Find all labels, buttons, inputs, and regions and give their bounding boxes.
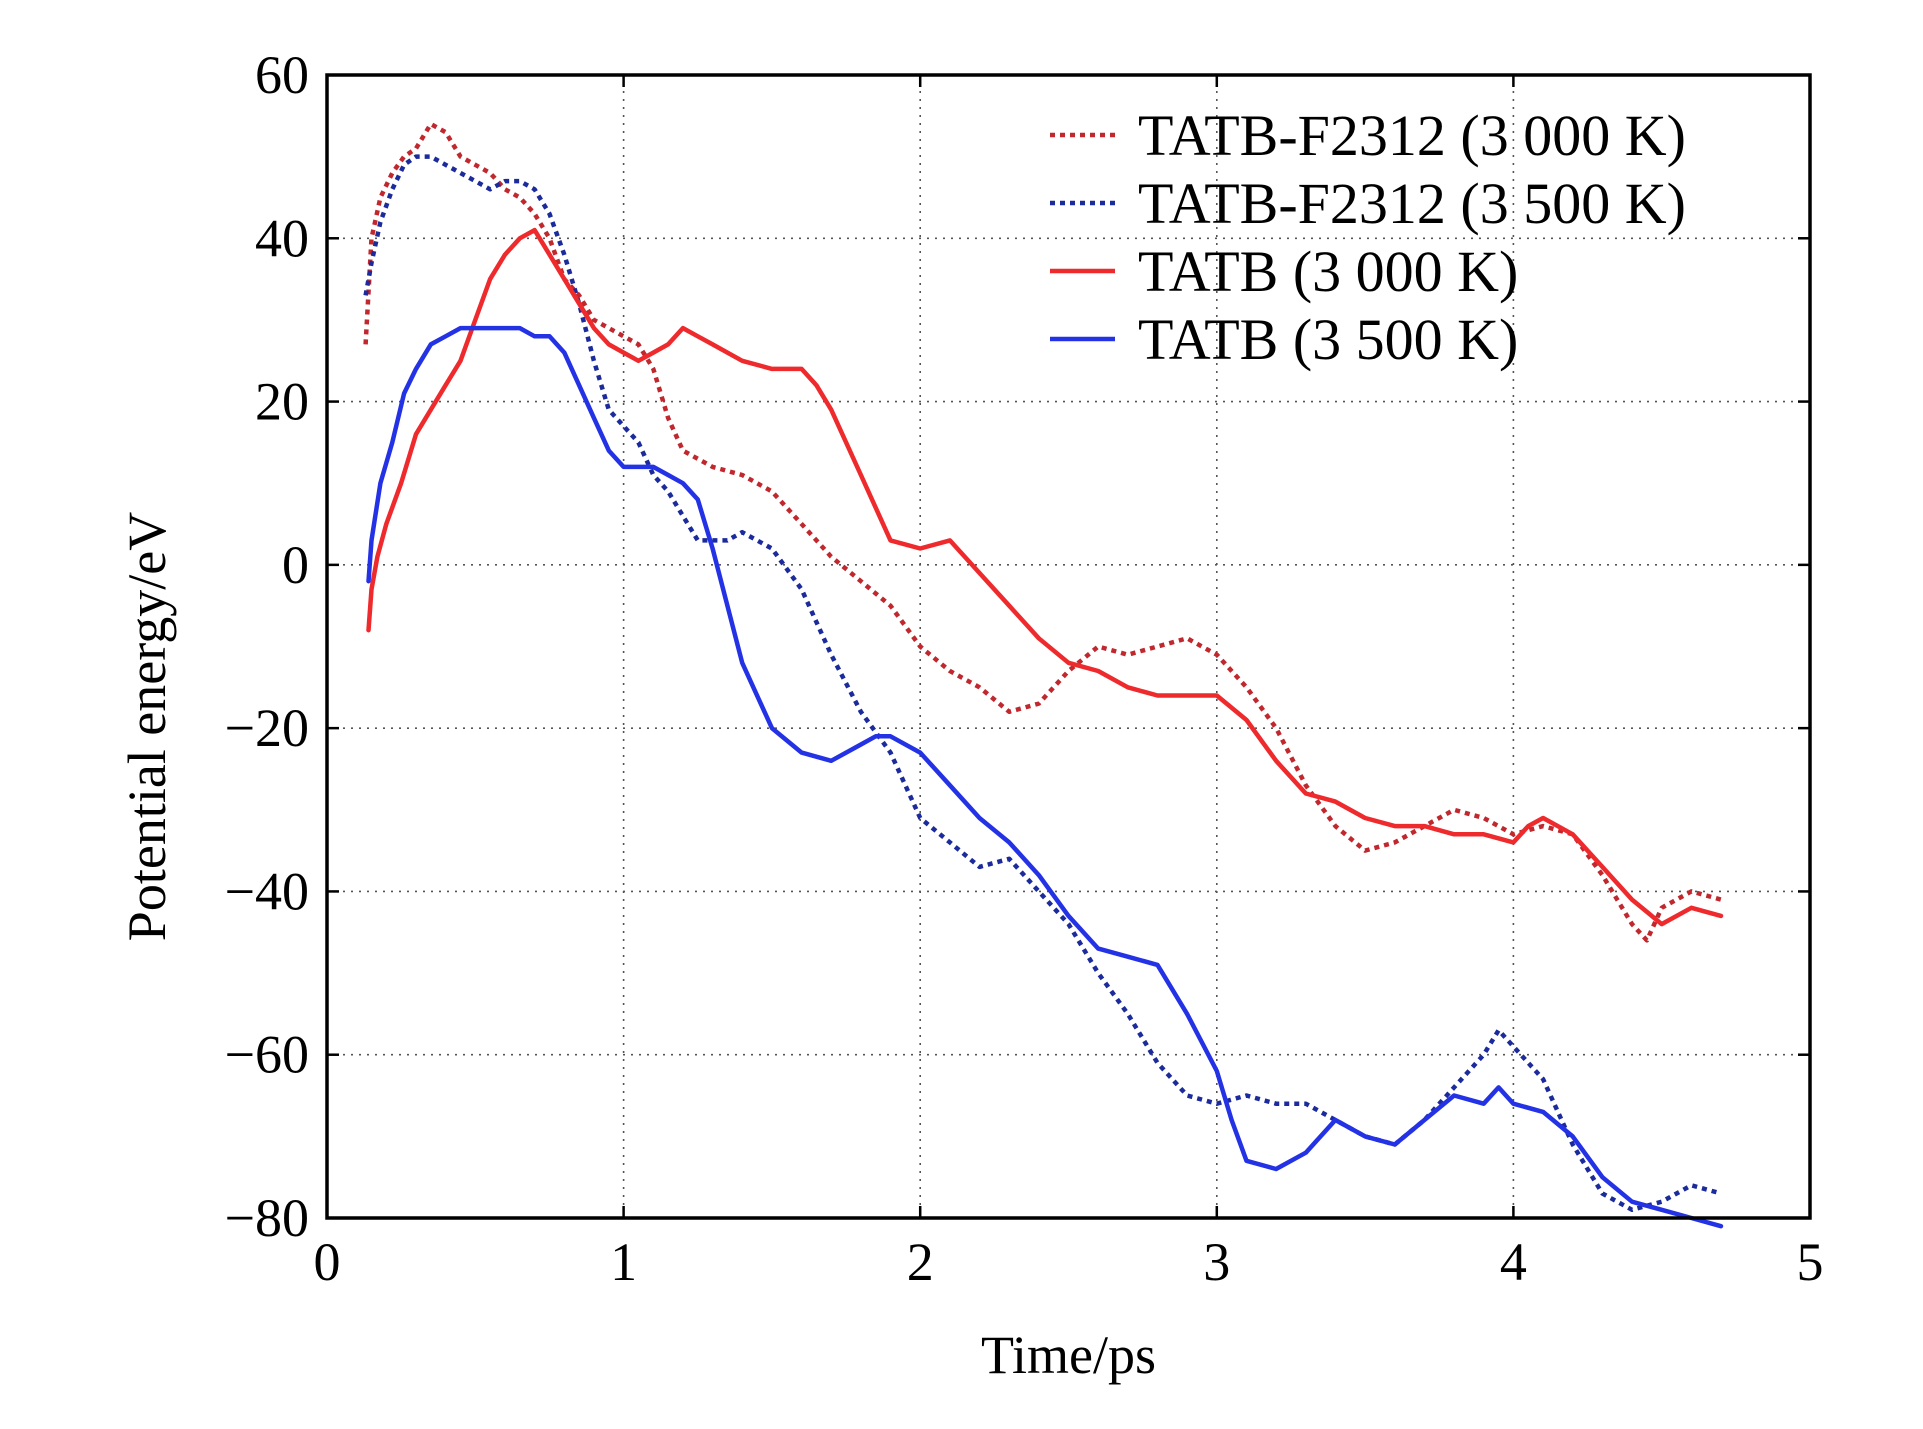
y-tick-label: 0 bbox=[282, 535, 309, 595]
tick-labels: 0 1 2 3 4 5 −80 −60 −40 −20 0 20 40 60 bbox=[225, 45, 1824, 1292]
x-tick-label: 4 bbox=[1500, 1232, 1527, 1292]
y-tick-label: −40 bbox=[225, 861, 309, 921]
x-axis-label: Time/ps bbox=[981, 1325, 1156, 1385]
series-line-1 bbox=[363, 121, 1722, 943]
legend: TATB-F2312 (3 000 K)TATB-F2312 (3 500 K)… bbox=[1050, 103, 1686, 372]
series-layer bbox=[363, 121, 1724, 1229]
x-tick-label: 5 bbox=[1797, 1232, 1824, 1292]
grid bbox=[327, 75, 1810, 1218]
y-tick-label: 40 bbox=[255, 208, 309, 268]
y-tick-label: −20 bbox=[225, 698, 309, 758]
legend-label-1: TATB-F2312 (3 000 K) bbox=[1138, 103, 1686, 168]
legend-label-3: TATB (3 000 K) bbox=[1138, 239, 1518, 304]
legend-label-2: TATB-F2312 (3 500 K) bbox=[1138, 171, 1686, 236]
series-line-3 bbox=[366, 227, 1724, 927]
y-axis-label: Potential energy/eV bbox=[117, 512, 177, 941]
series-line-4 bbox=[366, 325, 1724, 1229]
y-tick-label: −60 bbox=[225, 1025, 309, 1085]
y-tick-label: 20 bbox=[255, 372, 309, 432]
x-tick-label: 2 bbox=[907, 1232, 934, 1292]
ticks bbox=[325, 73, 1812, 1220]
x-tick-label: 3 bbox=[1203, 1232, 1230, 1292]
x-tick-label: 0 bbox=[314, 1232, 341, 1292]
y-tick-label: −80 bbox=[225, 1188, 309, 1248]
legend-label-4: TATB (3 500 K) bbox=[1138, 307, 1518, 372]
plot-frame bbox=[325, 73, 1812, 1220]
y-tick-label: 60 bbox=[255, 45, 309, 105]
x-tick-label: 1 bbox=[610, 1232, 637, 1292]
